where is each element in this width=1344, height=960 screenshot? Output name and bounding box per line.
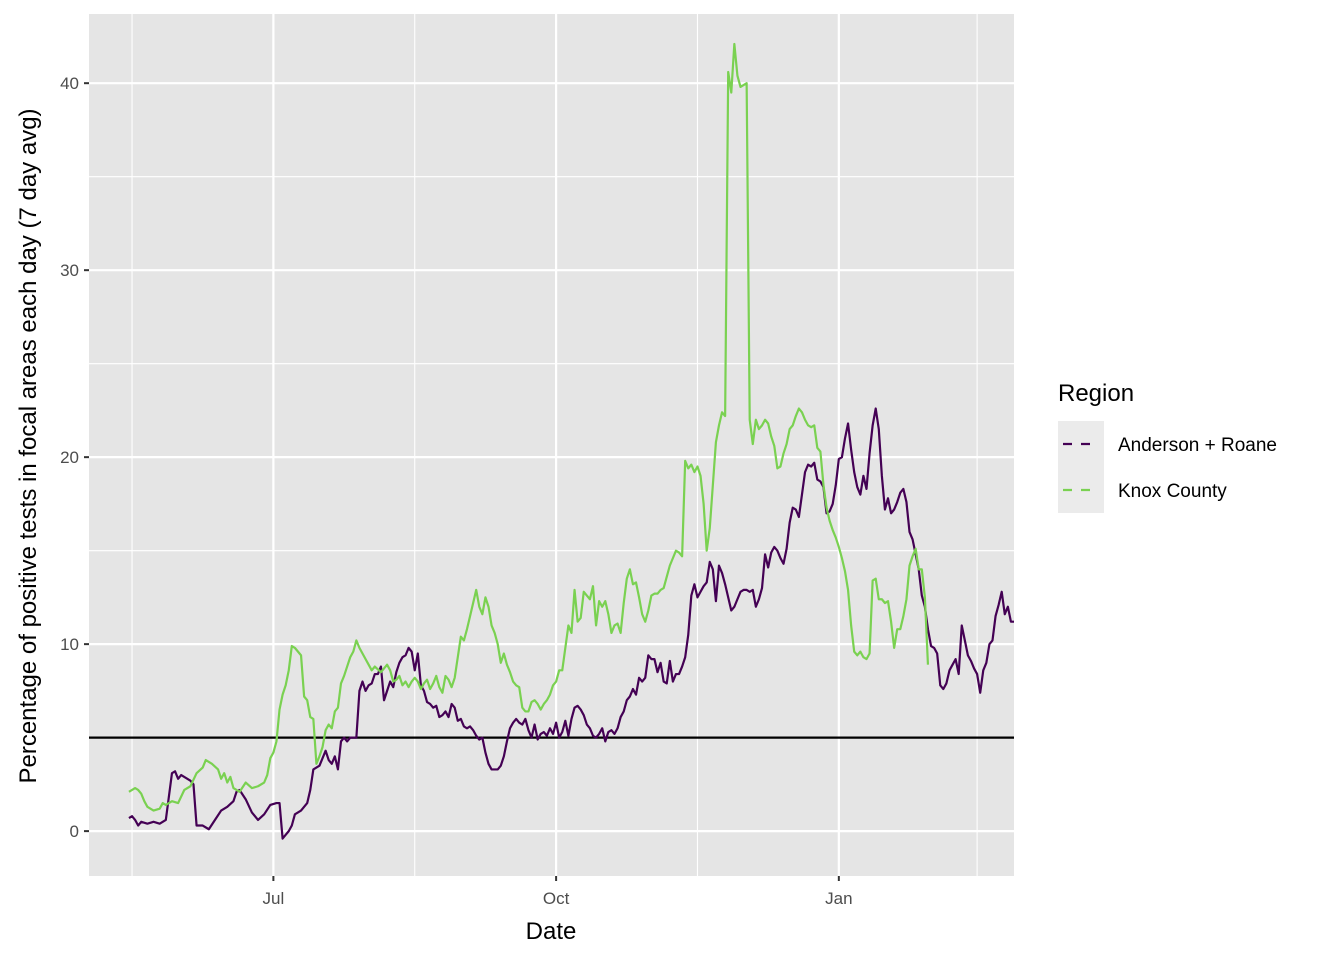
x-tick-label: Jul xyxy=(263,889,285,908)
y-axis-title: Percentage of positive tests in focal ar… xyxy=(15,108,42,783)
y-tick-label: 40 xyxy=(60,74,79,93)
y-tick-label: 20 xyxy=(60,448,79,467)
major-gridlines xyxy=(89,14,1014,876)
series-line-anderson-roane xyxy=(128,407,1014,840)
legend-title: Region xyxy=(1058,380,1134,407)
series-lines xyxy=(128,42,1014,840)
y-axis: 0 10 20 30 40 xyxy=(60,74,89,841)
plot-panel xyxy=(89,14,1014,876)
x-tick-label: Oct xyxy=(543,889,570,908)
x-axis-title: Date xyxy=(526,918,577,945)
y-tick-label: 10 xyxy=(60,635,79,654)
legend-label-anderson-roane: Anderson + Roane xyxy=(1118,435,1277,456)
series-line-knox-county xyxy=(128,42,930,812)
x-tick-label: Jan xyxy=(825,889,852,908)
y-tick-label: 0 xyxy=(70,822,79,841)
minor-gridlines xyxy=(89,14,1014,876)
legend-label-knox-county: Knox County xyxy=(1118,481,1227,502)
y-tick-label: 30 xyxy=(60,261,79,280)
legend: Region Anderson + Roane Knox County xyxy=(1058,380,1277,513)
x-axis: Jul Oct Jan xyxy=(263,876,853,908)
